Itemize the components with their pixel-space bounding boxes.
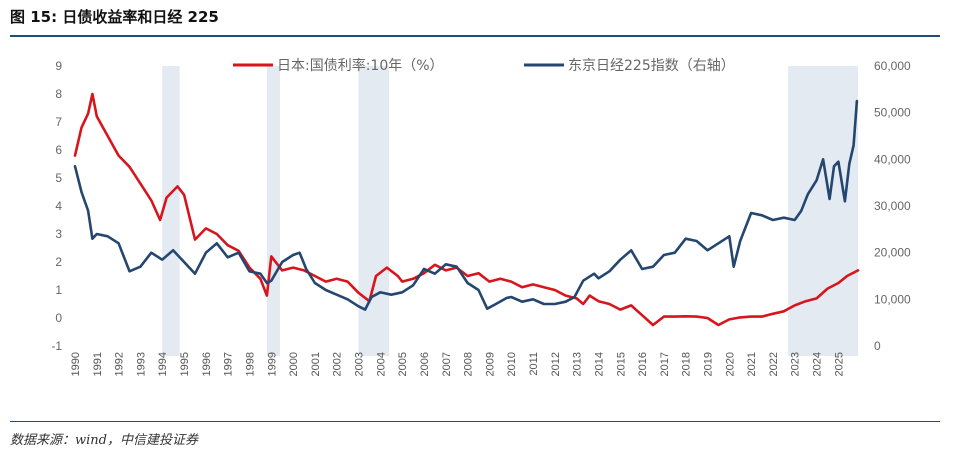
y-left-tick-label: 2 (55, 255, 62, 269)
chart-title: 图 15: 日债收益率和日经 225 (10, 8, 219, 26)
y-left-tick-label: -1 (51, 339, 62, 353)
x-tick-label: 2024 (812, 352, 824, 376)
source-note: 数据来源：wind，中信建投证券 (10, 433, 198, 448)
x-tick-label: 2005 (397, 352, 409, 376)
x-tick-label: 2011 (528, 352, 540, 376)
shaded-periods (162, 66, 858, 356)
y-left-tick-label: 8 (55, 87, 62, 101)
x-tick-label: 1995 (179, 352, 191, 376)
x-tick-label: 2014 (593, 352, 605, 376)
x-tick-label: 2007 (441, 352, 453, 376)
top-rule (10, 35, 940, 37)
x-tick-label: 1993 (135, 352, 147, 376)
x-tick-label: 1992 (114, 352, 126, 376)
x-tick-label: 2016 (637, 352, 649, 376)
y-right-tick-label: 20,000 (874, 246, 911, 260)
y-left-tick-label: 6 (55, 143, 62, 157)
x-tick-label: 2018 (681, 352, 693, 376)
x-tick-label: 2004 (375, 352, 387, 376)
x-tick-label: 1999 (266, 352, 278, 376)
nikkei-225-line (73, 99, 859, 311)
x-tick-label: 1990 (70, 352, 82, 376)
x-tick-label: 2008 (463, 352, 475, 376)
x-tick-label: 2022 (768, 352, 780, 376)
y-left-tick-label: 3 (55, 227, 62, 241)
y-right-tick-label: 30,000 (874, 199, 911, 213)
x-tick-label: 2000 (288, 352, 300, 376)
y-left-tick-label: 1 (55, 283, 62, 297)
x-tick-label: 2017 (659, 352, 671, 376)
x-tick-label: 2013 (572, 352, 584, 376)
x-tick-label: 2003 (354, 352, 366, 376)
x-tick-label: 2015 (615, 352, 627, 376)
x-tick-label: 1996 (201, 352, 213, 376)
x-tick-label: 2021 (746, 352, 758, 376)
legend-label: 日本:国债利率:10年（%） (277, 57, 444, 74)
legend-label: 东京日经225指数（右轴） (568, 58, 735, 74)
x-tick-label: 2019 (703, 352, 715, 376)
x-tick-label: 1994 (157, 352, 169, 376)
shaded-period (358, 66, 390, 356)
shaded-period (788, 66, 858, 356)
y-left-tick-label: 9 (55, 59, 62, 73)
x-tick-label: 2009 (484, 352, 496, 376)
x-tick-label: 1998 (244, 352, 256, 376)
bottom-rule (10, 421, 940, 422)
x-tick-label: 2002 (332, 352, 344, 376)
x-tick-label: 2001 (310, 352, 322, 376)
y-right-tick-label: 0 (874, 339, 881, 353)
x-axis: 1990 1991 1992 1993 1994 1995 1996 1997 1998 1999… (70, 352, 845, 376)
legend: 日本:国债利率:10年（%） 东京日经225指数（右轴） (233, 57, 735, 74)
shaded-period (162, 66, 180, 356)
chart: -1 0 1 2 3 4 5 6 7 8 9 0 10,000 20,000 30,000 40,000 50… (51, 57, 911, 376)
x-tick-label: 1997 (223, 352, 235, 376)
y-axis-left: -1 0 1 2 3 4 5 6 7 8 9 (51, 59, 62, 353)
x-tick-label: 1991 (92, 352, 104, 376)
x-tick-label: 2023 (790, 352, 802, 376)
x-tick-label: 2006 (419, 352, 431, 376)
y-right-tick-label: 50,000 (874, 106, 911, 120)
y-left-tick-label: 4 (55, 199, 62, 213)
x-tick-label: 2012 (550, 352, 562, 376)
y-right-tick-label: 60,000 (874, 59, 911, 73)
y-right-tick-label: 40,000 (874, 152, 911, 166)
x-tick-label: 2020 (724, 352, 736, 376)
y-left-tick-label: 5 (55, 171, 62, 185)
y-right-tick-label: 10,000 (874, 292, 911, 306)
y-left-tick-label: 0 (55, 311, 62, 325)
x-tick-label: 2010 (506, 352, 518, 376)
shaded-period (266, 66, 281, 356)
series-lines (73, 92, 860, 327)
x-tick-label: 2025 (833, 352, 845, 376)
y-left-tick-label: 7 (55, 115, 62, 129)
y-axis-right: 0 10,000 20,000 30,000 40,000 50,000 60,000 (874, 59, 911, 353)
jgb-10y-yield-line (73, 92, 860, 327)
